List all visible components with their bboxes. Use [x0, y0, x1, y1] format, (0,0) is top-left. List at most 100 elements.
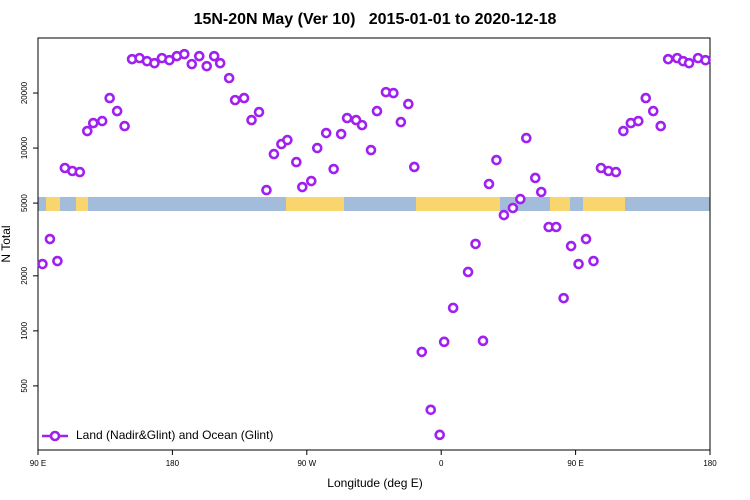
y-tick-label: 2000 — [20, 266, 29, 284]
y-tick-label: 5000 — [20, 194, 29, 212]
data-point — [261, 184, 272, 196]
data-point — [507, 202, 519, 214]
data-point — [491, 154, 502, 166]
data-point — [179, 48, 190, 60]
y-tick-label: 20000 — [20, 81, 29, 104]
x-tick-label: 90 E — [567, 459, 583, 468]
data-point — [580, 233, 592, 245]
data-point — [320, 127, 332, 139]
data-point — [193, 50, 205, 62]
land-strip — [76, 197, 88, 211]
y-tick-label: 10000 — [20, 136, 29, 159]
x-tick-label: 90 W — [297, 459, 316, 468]
data-point — [238, 92, 250, 104]
data-point — [462, 266, 474, 278]
data-point — [365, 144, 377, 156]
data-point — [96, 115, 108, 127]
data-point — [535, 186, 547, 198]
data-point — [119, 120, 130, 132]
x-axis-label: Longitude (deg E) — [327, 476, 422, 490]
data-point — [573, 258, 584, 270]
data-point — [87, 117, 99, 129]
legend-marker — [49, 430, 61, 442]
data-point — [246, 114, 257, 126]
data-point — [52, 255, 63, 267]
data-point — [208, 50, 220, 62]
data-point — [498, 209, 510, 221]
data-point — [409, 161, 420, 173]
data-point — [74, 166, 86, 178]
data-point — [253, 106, 265, 118]
data-point — [470, 238, 481, 250]
ocean-strip — [38, 197, 710, 211]
data-point — [640, 92, 652, 104]
data-point — [282, 134, 293, 146]
plot-frame — [37, 37, 711, 451]
data-point — [550, 221, 562, 233]
data-point — [297, 181, 308, 193]
legend-label: Land (Nadir&Glint) and Ocean (Glint) — [76, 428, 273, 442]
data-point — [111, 105, 123, 117]
data-point — [388, 87, 399, 99]
data-point — [529, 172, 541, 184]
data-point — [356, 119, 368, 131]
y-tick-label: 500 — [20, 379, 29, 393]
data-point — [700, 54, 711, 66]
data-point — [647, 105, 659, 117]
x-tick-label: 0 — [439, 459, 444, 468]
data-point — [483, 178, 495, 190]
chart-title: 15N-20N May (Ver 10) 2015-01-01 to 2020-… — [194, 11, 557, 28]
data-point — [477, 335, 489, 347]
data-point — [335, 128, 347, 140]
data-point — [104, 92, 115, 104]
data-point — [268, 148, 280, 160]
data-point — [515, 193, 526, 205]
data-point — [565, 240, 577, 252]
land-strip — [46, 197, 60, 211]
x-tick-label: 90 E — [30, 459, 46, 468]
data-point — [81, 125, 93, 137]
data-point — [447, 302, 459, 314]
data-point — [223, 72, 235, 84]
x-tick-label: 180 — [703, 459, 717, 468]
data-point — [403, 98, 414, 110]
data-point — [311, 142, 323, 154]
data-point — [341, 112, 353, 124]
data-point — [558, 292, 569, 304]
data-point — [521, 132, 532, 144]
data-point — [186, 58, 198, 70]
data-point — [214, 57, 226, 69]
land-strip — [550, 197, 570, 211]
data-point — [305, 175, 317, 187]
x-tick-label: 180 — [166, 459, 180, 468]
data-point — [395, 116, 407, 128]
data-point — [371, 105, 383, 117]
y-tick-label: 1000 — [20, 321, 29, 339]
data-point — [164, 54, 175, 66]
land-strip — [286, 197, 344, 211]
data-point — [291, 156, 302, 168]
data-point — [44, 233, 56, 245]
land-strip — [583, 197, 625, 211]
data-point — [610, 166, 622, 178]
data-point — [434, 429, 446, 441]
data-point — [37, 258, 48, 270]
data-point — [683, 57, 695, 69]
data-point — [588, 255, 599, 267]
data-point — [229, 94, 241, 106]
data-point — [618, 125, 629, 137]
data-point — [201, 60, 213, 72]
data-point — [149, 57, 160, 69]
land-strip — [416, 197, 500, 211]
data-point — [655, 120, 667, 132]
data-point — [328, 163, 339, 175]
data-point — [416, 346, 428, 358]
data-point — [633, 115, 644, 127]
data-point — [662, 53, 674, 65]
data-point — [438, 336, 450, 348]
y-axis-label: N Total — [0, 225, 13, 262]
data-point — [425, 404, 437, 416]
map-strip — [38, 197, 710, 211]
